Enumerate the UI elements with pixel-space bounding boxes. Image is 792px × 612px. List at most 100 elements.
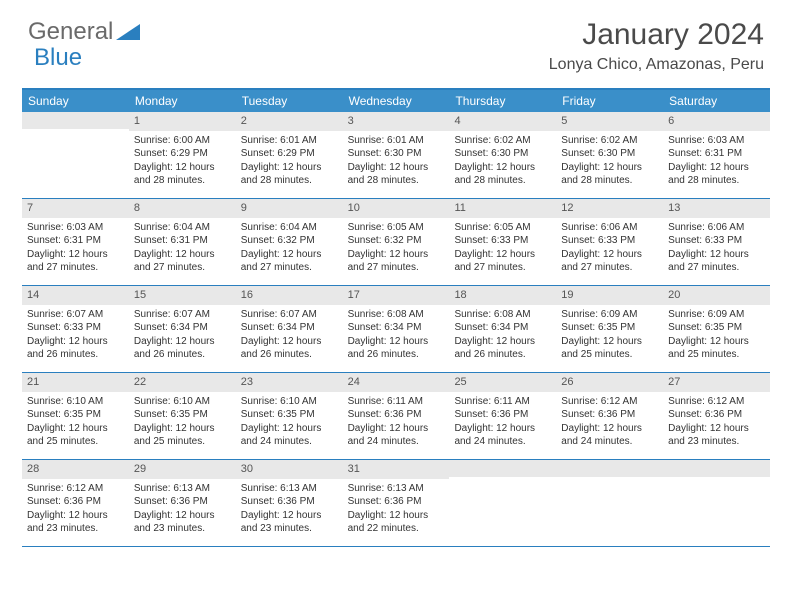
header: General January 2024 Lonya Chico, Amazon…	[0, 0, 792, 80]
day-line: and 28 minutes.	[241, 174, 338, 188]
day-line: Sunset: 6:34 PM	[454, 321, 551, 335]
day-line: and 23 minutes.	[668, 435, 765, 449]
day-number: 19	[556, 286, 663, 305]
day-line: Daylight: 12 hours	[134, 422, 231, 436]
day-line: Daylight: 12 hours	[27, 422, 124, 436]
day-cell: 12Sunrise: 6:06 AMSunset: 6:33 PMDayligh…	[556, 199, 663, 285]
day-number: 13	[663, 199, 770, 218]
day-line: Sunset: 6:34 PM	[241, 321, 338, 335]
week-row: 1 Sunrise: 6:00 AMSunset: 6:29 PM Daylight…	[22, 112, 770, 199]
day-number: 11	[449, 199, 556, 218]
day-line: Daylight: 12 hours	[134, 335, 231, 349]
day-line: Daylight: 12 hours	[561, 161, 658, 175]
day-cell: 2Sunrise: 6:01 AMSunset: 6:29 PMDaylight…	[236, 112, 343, 198]
week-row: 7Sunrise: 6:03 AMSunset: 6:31 PMDaylight…	[22, 199, 770, 286]
day-line: Sunset: 6:36 PM	[348, 408, 445, 422]
day-number: 16	[236, 286, 343, 305]
day-body: Sunrise: 6:12 AMSunset: 6:36 PMDaylight:…	[663, 392, 770, 453]
weekday-header: Wednesday	[343, 90, 450, 112]
day-line: Daylight: 12 hours	[561, 422, 658, 436]
day-line: and 26 minutes.	[134, 348, 231, 362]
day-line: and 26 minutes.	[454, 348, 551, 362]
empty-day-bar	[22, 112, 129, 129]
day-line: Sunset: 6:36 PM	[668, 408, 765, 422]
day-number: 10	[343, 199, 450, 218]
day-line: Sunrise: 6:01 AM	[241, 134, 338, 148]
day-line: Sunset: 6:36 PM	[561, 408, 658, 422]
day-number: 28	[22, 460, 129, 479]
logo-text-blue: Blue	[34, 44, 82, 72]
day-line: Daylight: 12 hours	[348, 422, 445, 436]
day-number: 21	[22, 373, 129, 392]
day-line: and 23 minutes.	[134, 522, 231, 536]
day-line: Sunset: 6:35 PM	[561, 321, 658, 335]
day-line: Daylight: 12 hours	[668, 161, 765, 175]
empty-day-bar	[663, 460, 770, 477]
day-line: Sunrise: 6:08 AM	[348, 308, 445, 322]
day-cell: 30Sunrise: 6:13 AMSunset: 6:36 PMDayligh…	[236, 460, 343, 546]
day-line: Sunrise: 6:07 AM	[241, 308, 338, 322]
day-line: and 23 minutes.	[27, 522, 124, 536]
day-number: 8	[129, 199, 236, 218]
day-line: Daylight: 12 hours	[561, 335, 658, 349]
day-body: Sunrise: 6:06 AMSunset: 6:33 PMDaylight:…	[556, 218, 663, 279]
day-body: Sunrise: 6:10 AMSunset: 6:35 PMDaylight:…	[22, 392, 129, 453]
day-line: and 28 minutes.	[134, 174, 231, 188]
day-line: Daylight: 12 hours	[668, 335, 765, 349]
day-cell: 31Sunrise: 6:13 AMSunset: 6:36 PMDayligh…	[343, 460, 450, 546]
day-line: Sunrise: 6:00 AM	[134, 134, 231, 148]
day-cell: 8Sunrise: 6:04 AMSunset: 6:31 PMDaylight…	[129, 199, 236, 285]
day-line: Daylight: 12 hours	[454, 422, 551, 436]
day-line: Daylight: 12 hours	[454, 161, 551, 175]
day-line: Daylight: 12 hours	[454, 248, 551, 262]
day-number: 1	[129, 112, 236, 131]
day-number: 17	[343, 286, 450, 305]
day-line: Daylight: 12 hours	[348, 161, 445, 175]
day-body: Sunrise: 6:07 AMSunset: 6:34 PMDaylight:…	[129, 305, 236, 366]
day-cell: 14Sunrise: 6:07 AMSunset: 6:33 PMDayligh…	[22, 286, 129, 372]
day-line: Sunset: 6:30 PM	[454, 147, 551, 161]
day-line: Sunset: 6:30 PM	[561, 147, 658, 161]
day-line: Sunrise: 6:10 AM	[134, 395, 231, 409]
day-body: Sunrise: 6:05 AMSunset: 6:32 PMDaylight:…	[343, 218, 450, 279]
day-cell: 11Sunrise: 6:05 AMSunset: 6:33 PMDayligh…	[449, 199, 556, 285]
day-line: Sunrise: 6:06 AM	[561, 221, 658, 235]
week-row: 21Sunrise: 6:10 AMSunset: 6:35 PMDayligh…	[22, 373, 770, 460]
day-cell: 24Sunrise: 6:11 AMSunset: 6:36 PMDayligh…	[343, 373, 450, 459]
day-line: Sunset: 6:29 PM	[134, 147, 231, 161]
day-line: Daylight: 12 hours	[27, 248, 124, 262]
logo-line2: Blue	[34, 44, 82, 72]
day-line: Sunrise: 6:11 AM	[454, 395, 551, 409]
logo-text-general: General	[28, 18, 113, 46]
day-number: 12	[556, 199, 663, 218]
day-line: Daylight: 12 hours	[241, 335, 338, 349]
day-cell: 28Sunrise: 6:12 AMSunset: 6:36 PMDayligh…	[22, 460, 129, 546]
day-body: Sunrise: 6:13 AMSunset: 6:36 PMDaylight:…	[236, 479, 343, 540]
day-number: 20	[663, 286, 770, 305]
day-cell: 17Sunrise: 6:08 AMSunset: 6:34 PMDayligh…	[343, 286, 450, 372]
day-line: Sunrise: 6:04 AM	[134, 221, 231, 235]
day-body: Sunrise: 6:11 AMSunset: 6:36 PMDaylight:…	[343, 392, 450, 453]
day-body: Sunrise: 6:13 AMSunset: 6:36 PMDaylight:…	[343, 479, 450, 540]
day-line: and 28 minutes.	[348, 174, 445, 188]
day-line: and 24 minutes.	[241, 435, 338, 449]
day-line: Sunrise: 6:01 AM	[348, 134, 445, 148]
day-line: Sunset: 6:32 PM	[348, 234, 445, 248]
day-body: Sunrise: 6:08 AMSunset: 6:34 PMDaylight:…	[449, 305, 556, 366]
day-line: Sunset: 6:36 PM	[27, 495, 124, 509]
day-line: and 27 minutes.	[561, 261, 658, 275]
day-body: Sunrise: 6:03 AMSunset: 6:31 PMDaylight:…	[22, 218, 129, 279]
day-line: Daylight: 12 hours	[348, 509, 445, 523]
weekday-header: Saturday	[663, 90, 770, 112]
day-line: Sunrise: 6:03 AM	[668, 134, 765, 148]
weekday-header-row: SundayMondayTuesdayWednesdayThursdayFrid…	[22, 90, 770, 112]
week-row: 14Sunrise: 6:07 AMSunset: 6:33 PMDayligh…	[22, 286, 770, 373]
day-number: 14	[22, 286, 129, 305]
day-line: Sunset: 6:31 PM	[134, 234, 231, 248]
day-line: and 22 minutes.	[348, 522, 445, 536]
day-number: 3	[343, 112, 450, 131]
day-number: 5	[556, 112, 663, 131]
day-line: Sunrise: 6:04 AM	[241, 221, 338, 235]
day-line: Sunset: 6:36 PM	[348, 495, 445, 509]
day-line: Sunrise: 6:12 AM	[27, 482, 124, 496]
